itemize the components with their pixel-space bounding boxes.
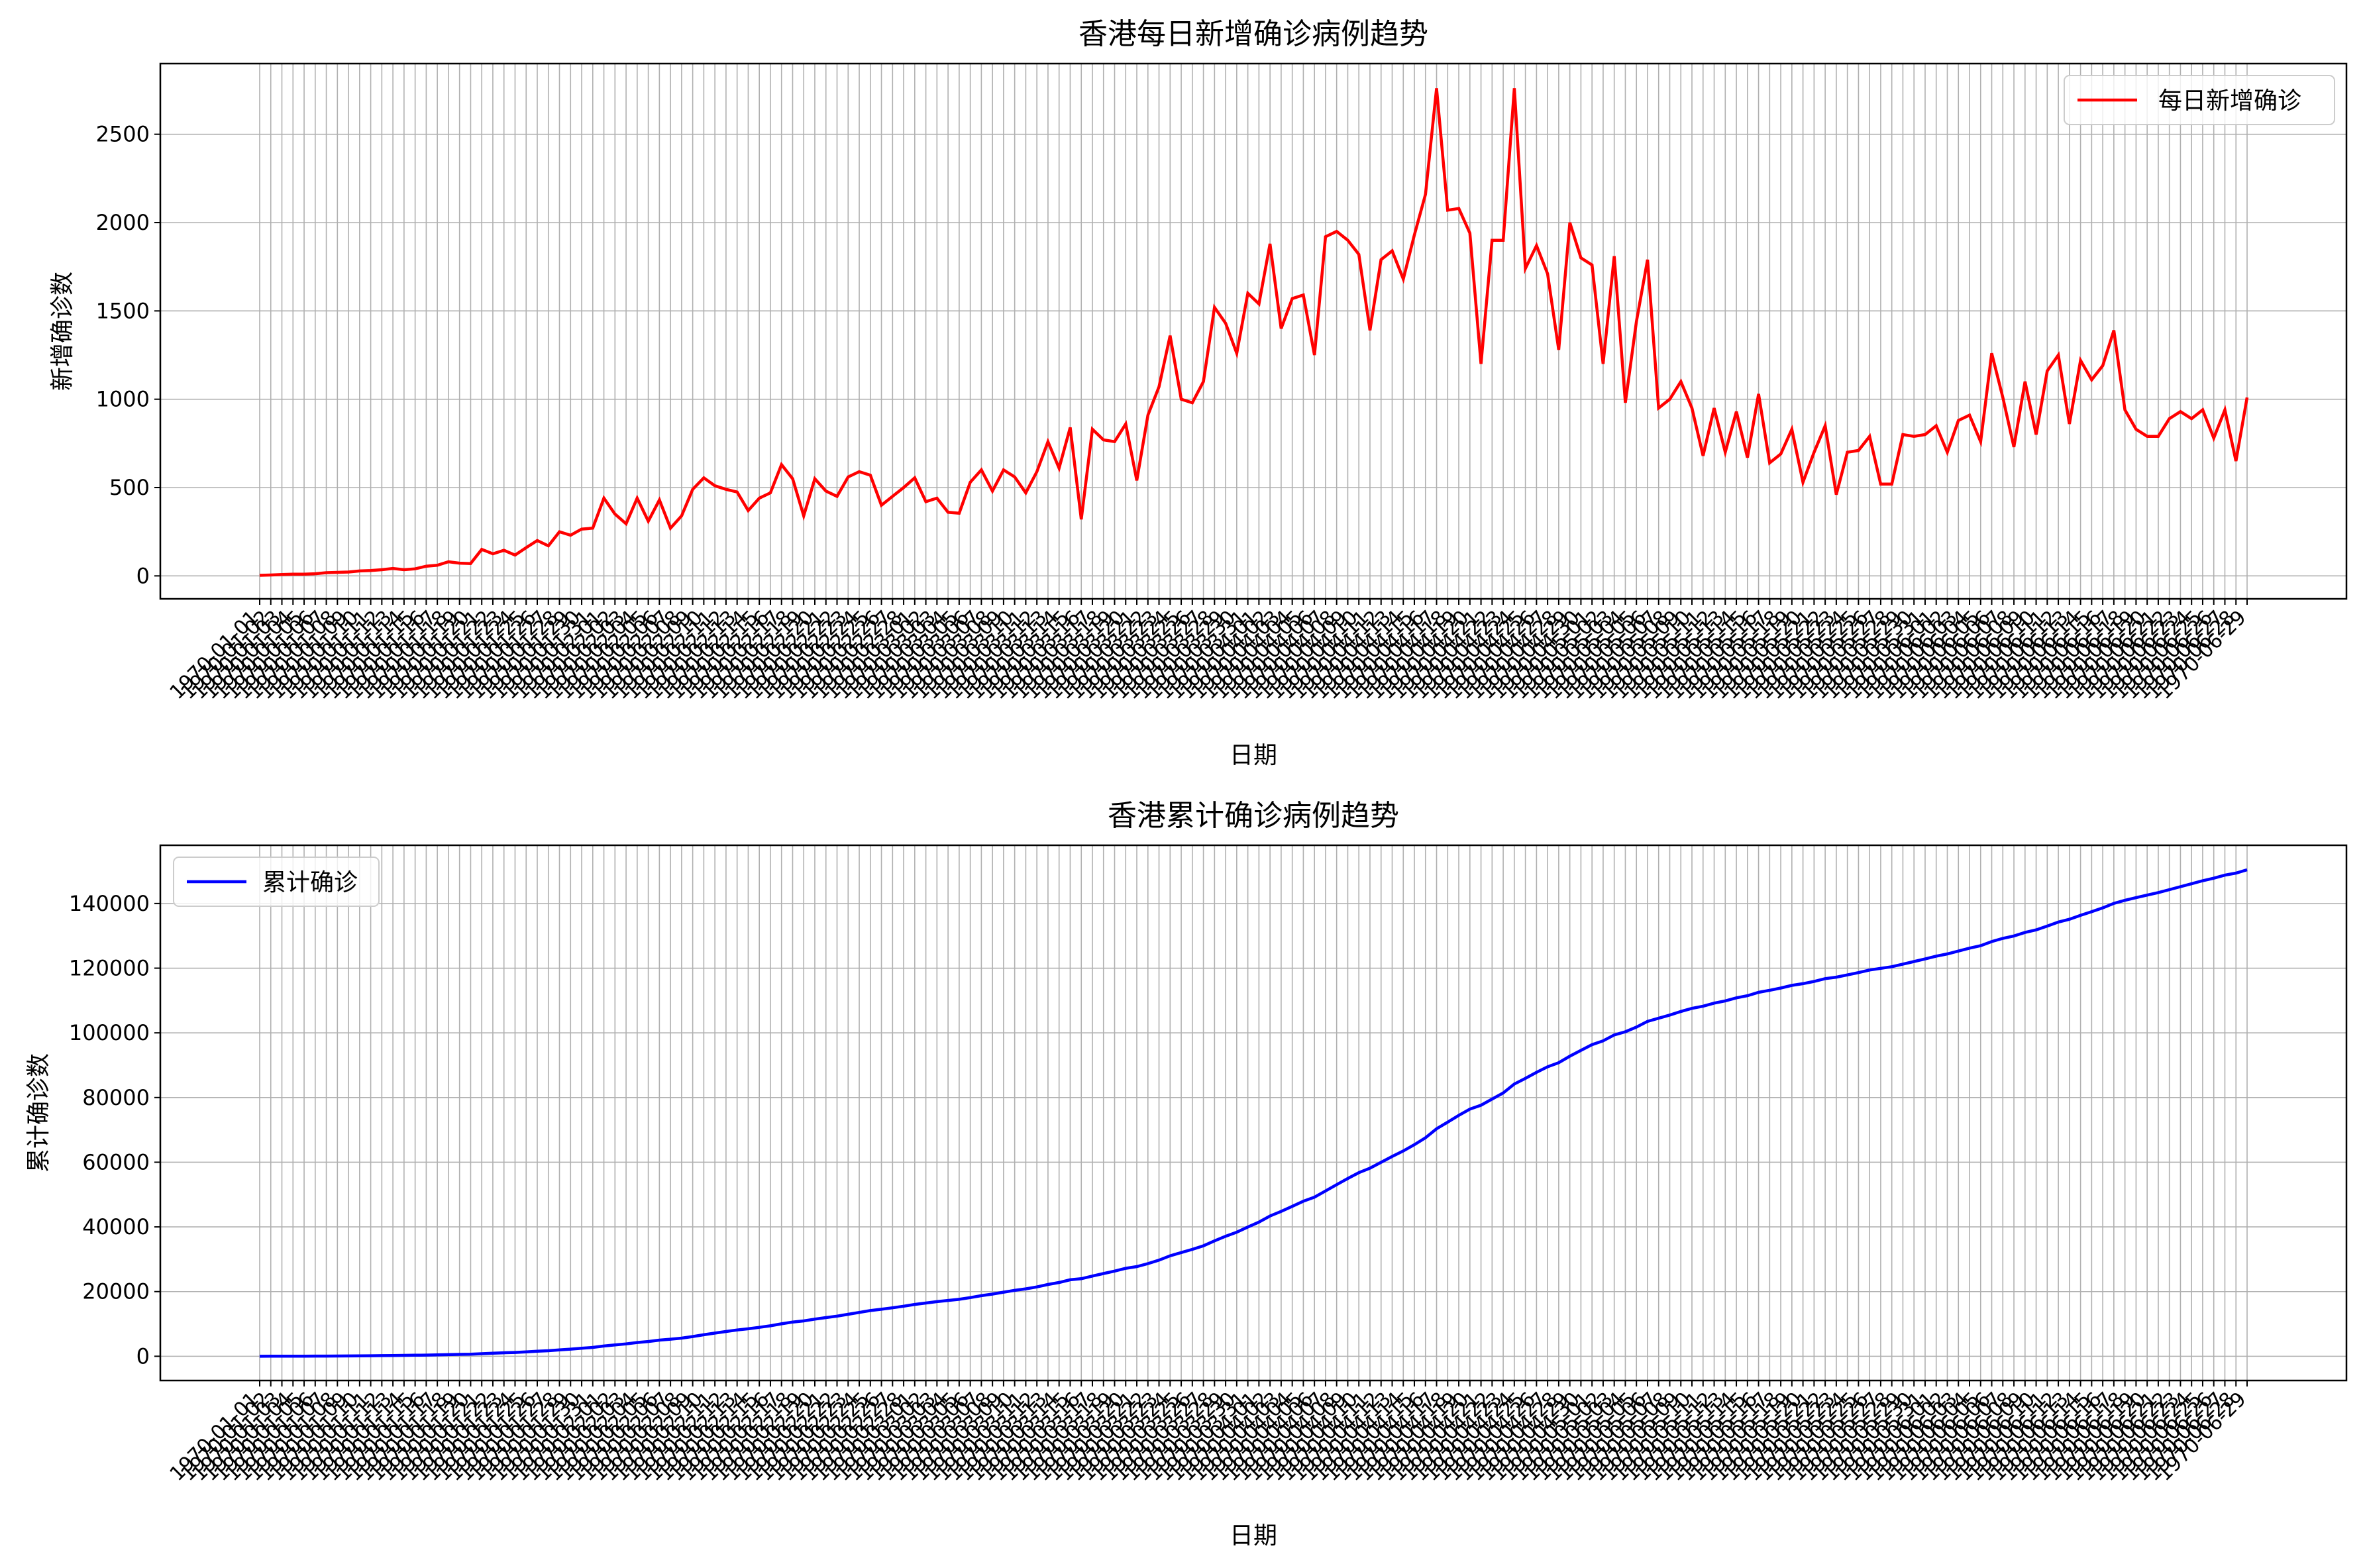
y-tick-label: 500	[109, 475, 150, 500]
y-tick-label: 0	[136, 1343, 150, 1369]
daily-legend-label: 每日新增确诊	[2158, 87, 2301, 115]
cumulative-chart-grid	[160, 845, 2346, 1381]
daily-x-axis-label: 日期	[1230, 742, 1277, 769]
daily-chart-frame	[159, 62, 2348, 600]
cumulative-y-axis-label: 累计确诊数	[25, 1053, 52, 1173]
y-tick-label: 1000	[96, 387, 150, 412]
daily-y-axis-label: 新增确诊数	[49, 272, 76, 391]
daily-series-line	[259, 88, 2249, 577]
y-tick-label: 80000	[82, 1085, 150, 1110]
daily-legend-box	[2064, 75, 2335, 125]
cumulative-series-line	[259, 868, 2248, 1358]
y-tick-label: 0	[136, 563, 150, 588]
daily-chart-title: 香港每日新增确诊病例趋势	[1078, 17, 1428, 51]
daily-chart-grid	[160, 64, 2346, 599]
daily-x-ticks: 1970-01-011970-01-021970-01-031970-01-04…	[166, 599, 2251, 704]
y-tick-label: 2500	[96, 122, 150, 147]
y-tick-label: 40000	[82, 1214, 150, 1239]
y-tick-label: 20000	[82, 1279, 150, 1304]
cumulative-legend: 累计确诊	[173, 857, 380, 907]
cumulative-legend-label: 累计确诊	[262, 869, 358, 896]
cumulative-chart-frame	[159, 844, 2348, 1382]
daily-y-ticks: 0 500 1000 1500 2000 2500	[96, 122, 160, 588]
cumulative-x-axis-label: 日期	[1230, 1522, 1277, 1549]
cumulative-y-ticks: 0 20000 40000 60000 80000 100000 120000 140000	[69, 891, 160, 1369]
cumulative-legend-box	[173, 857, 380, 907]
cumulative-chart-title: 香港累计确诊病例趋势	[1108, 799, 1399, 833]
cumulative-x-ticks: 1970-01-011970-01-021970-01-031970-01-04…	[166, 1381, 2251, 1486]
daily-chart: 香港每日新增确诊病例趋势 0 500 1000 1500 2000 2500 1970-0…	[49, 17, 2348, 769]
daily-legend: 每日新增确诊	[2064, 75, 2335, 125]
y-tick-label: 120000	[69, 956, 150, 981]
y-tick-label: 100000	[69, 1020, 150, 1045]
y-tick-label: 2000	[96, 210, 150, 235]
cumulative-chart: 香港累计确诊病例趋势 0 20000 40000 60000 80000 100000 12…	[25, 799, 2348, 1549]
y-tick-label: 1500	[96, 298, 150, 323]
y-tick-label: 140000	[69, 891, 150, 916]
y-tick-label: 60000	[82, 1149, 150, 1175]
